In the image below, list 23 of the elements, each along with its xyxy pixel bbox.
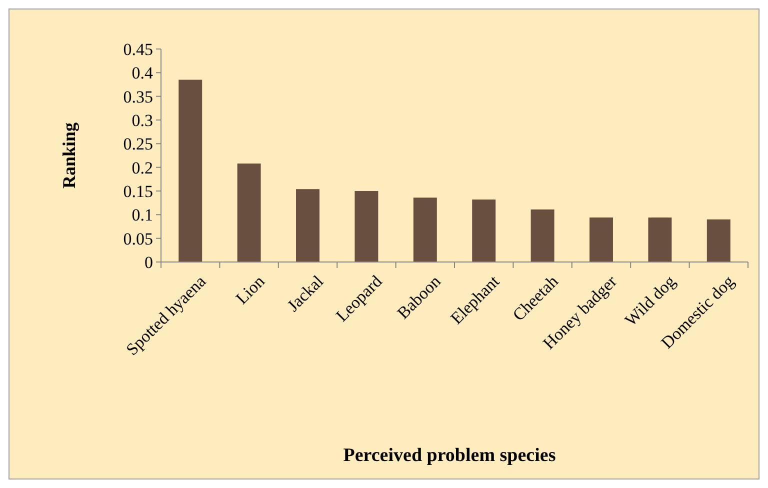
bar (413, 198, 437, 262)
bar (706, 219, 730, 262)
y-axis-title: Ranking (59, 122, 79, 189)
y-tick-label: 0 (144, 252, 153, 272)
y-tick-label: 0.1 (132, 206, 153, 225)
bar (178, 80, 202, 262)
y-tick-label: 0.4 (132, 64, 154, 83)
bar (590, 218, 613, 262)
y-tick-label: 0.15 (123, 182, 153, 201)
bar (354, 191, 378, 262)
bar (237, 164, 261, 262)
y-tick-label: 0.05 (123, 229, 153, 248)
bar (296, 189, 320, 262)
bar (530, 209, 554, 262)
x-tick-label: Lion (232, 271, 269, 308)
bar (472, 200, 496, 262)
bar (648, 218, 672, 262)
y-tick-label: 0.3 (132, 110, 153, 130)
x-axis-title: Perceived problem species (343, 445, 556, 466)
y-tick-label: 0.45 (123, 40, 153, 59)
y-tick-label: 0.25 (123, 134, 153, 154)
y-tick-label: 0.2 (132, 158, 153, 178)
y-tick-label: 0.35 (123, 87, 153, 106)
